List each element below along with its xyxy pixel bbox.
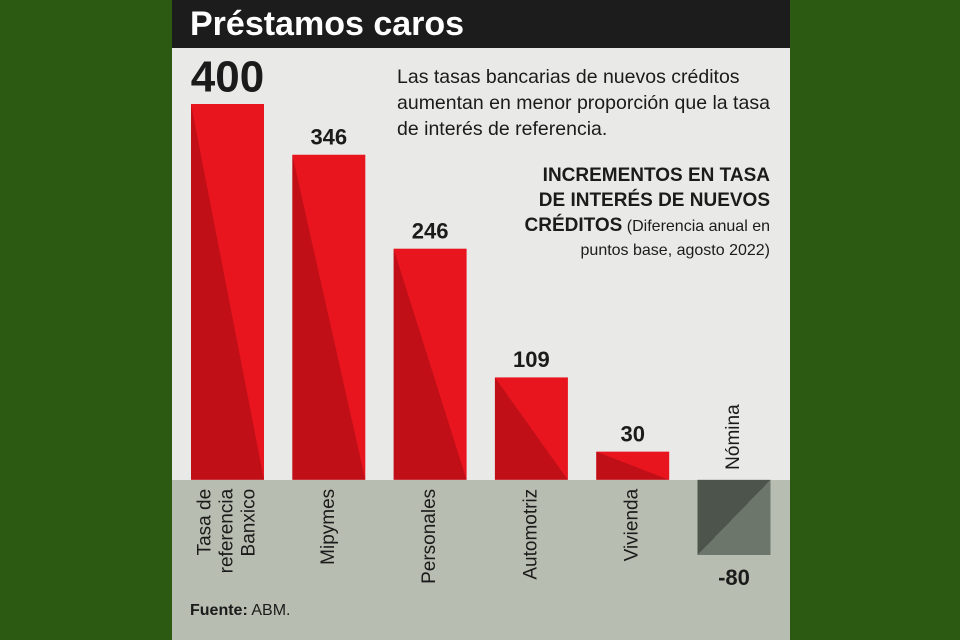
source-text: ABM. <box>251 602 290 619</box>
x-tick-label: Tasa dereferenciaBanxico <box>195 488 260 573</box>
x-tick-label: Automotriz <box>520 489 541 580</box>
x-tick-label: Personales <box>419 489 440 584</box>
bar <box>596 451 670 480</box>
bar <box>292 154 366 480</box>
value-label: 30 <box>620 421 644 446</box>
bar <box>697 479 771 555</box>
subtitle: Las tasas bancarias de nuevos créditos a… <box>397 66 770 140</box>
chart-title: Préstamos caros <box>190 5 464 43</box>
label-line: Nómina <box>723 404 744 470</box>
annotation-heading: INCREMENTOS EN TASA DE INTERÉS DE NUEVOS… <box>524 165 771 236</box>
bar <box>494 377 568 480</box>
annotation: INCREMENTOS EN TASA DE INTERÉS DE NUEVOS… <box>520 164 771 263</box>
bar <box>393 248 467 480</box>
x-tick-label: Nómina <box>723 404 744 470</box>
source: Fuente: ABM. <box>190 602 290 619</box>
value-label: 400 <box>191 53 264 102</box>
label-line: Personales <box>419 489 440 584</box>
value-label: -80 <box>718 565 750 590</box>
label-line: referencia <box>217 488 238 573</box>
x-tick-label: Mipymes <box>318 489 339 565</box>
label-line: Vivienda <box>622 488 643 561</box>
x-tick-label: Vivienda <box>622 488 643 561</box>
value-label: 109 <box>513 347 550 372</box>
title-bar <box>172 0 790 48</box>
bar <box>191 104 264 480</box>
label-line: Automotriz <box>520 489 541 580</box>
value-label: 346 <box>310 125 347 150</box>
label-line: Banxico <box>239 489 260 557</box>
label-line: Mipymes <box>318 489 339 565</box>
value-label: 246 <box>412 219 449 244</box>
lower-panel <box>172 480 790 640</box>
label-line: Tasa de <box>195 489 216 556</box>
annotation-note: (Diferencia anual en puntos base, agosto… <box>580 218 770 259</box>
source-label: Fuente: <box>190 602 248 619</box>
